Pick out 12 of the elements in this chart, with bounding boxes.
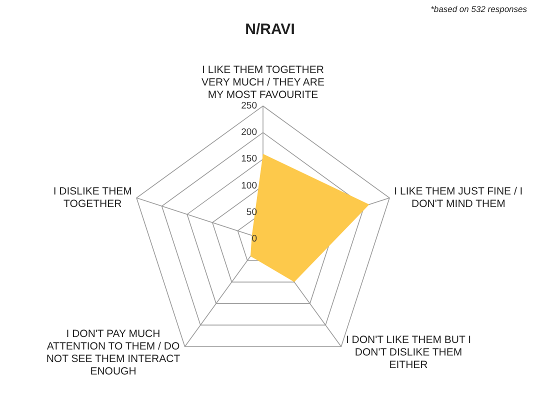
spoke-label: I LIKE THEM TOGETHER VERY MUCH / THEY ARE MY MOST FAVOURITE bbox=[202, 64, 324, 101]
y-tick-label: 0 bbox=[252, 234, 257, 244]
chart-title: N/RAVI bbox=[245, 21, 295, 38]
y-tick-label: 100 bbox=[241, 180, 257, 192]
text: *based on 532 responses bbox=[430, 4, 527, 15]
spoke-label: I DISLIKE THEM TOGETHER bbox=[53, 186, 132, 210]
y-tick-label: 200 bbox=[241, 127, 257, 138]
y-tick-label: 250 bbox=[241, 100, 257, 112]
spoke-label: I DON'T LIKE THEM BUT I DON'T DISLIKE THEM EITHER bbox=[346, 334, 472, 372]
y-tick-label: 150 bbox=[241, 154, 257, 165]
spoke-label: I DON'T PAY MUCH ATTENTION TO THEM / DO NOT SEE THEM INTERACT ENOUGH bbox=[46, 328, 181, 378]
spoke-label: I LIKE THEM JUST FINE / I DON'T MIND THEM bbox=[394, 186, 523, 210]
